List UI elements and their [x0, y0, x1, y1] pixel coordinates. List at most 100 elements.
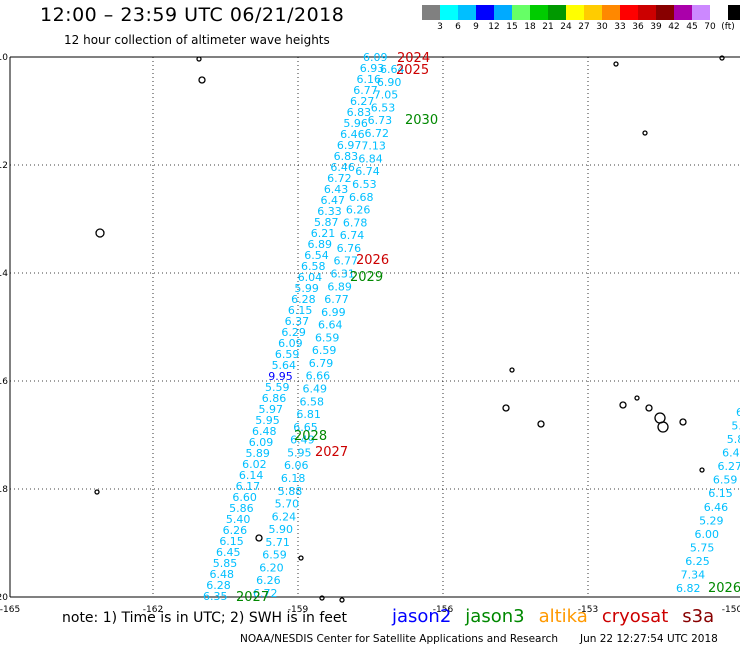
pass-label: 2029 [350, 270, 383, 285]
track-a-value: 5.95 [255, 414, 280, 427]
track-b-value: 6.59 [315, 331, 340, 344]
pass-label: 2030 [405, 113, 438, 128]
legend-swatch [422, 5, 440, 20]
track-b-value: 7.05 [374, 89, 399, 102]
island [657, 421, 669, 433]
track-c-value: 6.25 [685, 555, 710, 568]
track-a-value: 6.16 [356, 73, 381, 86]
x-tick-label: -162 [143, 605, 163, 615]
y-tick-label: -14 [0, 269, 8, 279]
track-a-value: 6.45 [216, 546, 241, 559]
track-a-value: 5.99 [294, 282, 319, 295]
legend-tick-label: 33 [614, 22, 626, 32]
track-c-value: 6.5 [736, 406, 740, 419]
track-b-value: 6.77 [324, 293, 349, 306]
track-c-value: 6.82 [676, 582, 701, 595]
track-a-value: 5.59 [265, 381, 290, 394]
track-a-value: 5.40 [226, 513, 251, 526]
track-b-value: 6.31 [330, 267, 355, 280]
track-b-value: 6.65 [293, 421, 318, 434]
legend-tick-label: 15 [506, 22, 518, 32]
track-a-value: 6.43 [324, 183, 349, 196]
track-b-value: 6.81 [296, 408, 321, 421]
track-b-value: 5.88 [278, 485, 303, 498]
track-b-value: 6.59 [262, 549, 287, 562]
track-b-value: 6.26 [256, 574, 281, 587]
legend-swatch [710, 5, 728, 20]
track-a-value: 6.46 [340, 128, 365, 141]
track-b-value: 6.89 [327, 280, 352, 293]
track-b-value: 6.78 [343, 216, 368, 229]
pass-label: 2024 [397, 51, 430, 66]
track-a-value: 6.27 [350, 95, 375, 108]
track-b-value: 7.13 [361, 140, 386, 153]
legend-tick-label: 24 [560, 22, 572, 32]
legend-tick-label: 12 [488, 22, 500, 32]
track-b-value: 6.74 [340, 229, 365, 242]
y-tick-label: -20 [0, 593, 8, 603]
track-c-value: 5.9 [731, 420, 740, 433]
island [196, 56, 202, 62]
track-b-value: 6.06 [284, 459, 309, 472]
legend-tick-label: 45 [686, 22, 698, 32]
track-c-value: 6.59 [713, 474, 738, 487]
pass-label: 2027 [315, 445, 348, 460]
track-a-value: 6.48 [252, 425, 277, 438]
legend-swatch [530, 5, 548, 20]
track-c-value: 6.15 [708, 487, 733, 500]
legend-swatch [512, 5, 530, 20]
satellite-key-jason2: jason2 [392, 606, 452, 627]
track-a-value: 6.97 [337, 139, 362, 152]
pass-label: 2028 [294, 429, 327, 444]
island [679, 418, 687, 426]
track-c-value: 5.75 [690, 541, 715, 554]
legend-swatch [458, 5, 476, 20]
track-a-value: 6.09 [363, 51, 388, 64]
y-tick-label: -10 [0, 53, 8, 63]
satellite-key-jason3: jason3 [465, 606, 525, 627]
track-b-value: 6.59 [312, 344, 337, 357]
legend-tick-label: 9 [473, 22, 479, 32]
track-a-value: 6.47 [321, 194, 346, 207]
track-a-value: 6.77 [353, 84, 378, 97]
track-b-value: 5.70 [275, 498, 300, 511]
island [634, 395, 640, 401]
legend-swatch [440, 5, 458, 20]
track-b-value: 6.53 [371, 101, 396, 114]
legend-tick-label: 42 [668, 22, 680, 32]
island [645, 404, 653, 412]
pass-label: 2026 [708, 581, 740, 596]
legend-tick-label: 3 [437, 22, 443, 32]
track-a-value: 6.37 [285, 315, 310, 328]
legend-swatch [602, 5, 620, 20]
track-a-value: 5.85 [213, 557, 238, 570]
legend-tick-label: 18 [524, 22, 536, 32]
island [298, 555, 304, 561]
legend-swatch [692, 5, 710, 20]
track-a-value: 6.35 [203, 590, 228, 603]
island [699, 467, 705, 473]
track-b-value: 6.49 [290, 434, 315, 447]
track-a-value: 6.48 [210, 568, 235, 581]
legend-swatch [476, 5, 494, 20]
track-a-value: 5.89 [245, 447, 270, 460]
track-b-value: 6.64 [380, 63, 405, 76]
island [642, 130, 648, 136]
x-tick-label: -150 [722, 605, 740, 615]
track-a-value: 5.64 [272, 359, 297, 372]
track-a-value: 6.29 [281, 326, 306, 339]
track-b-value: 5.71 [265, 536, 290, 549]
satellite-key: jason2 jason3 altika cryosat s3a [392, 606, 728, 627]
pass-label: 2027 [236, 590, 269, 605]
legend-swatch [584, 5, 602, 20]
track-a-value: 6.54 [304, 249, 329, 262]
track-b-value: 6.68 [349, 191, 374, 204]
track-b-value: 6.64 [318, 319, 343, 332]
legend-swatch [494, 5, 512, 20]
track-a-value: 6.26 [223, 524, 248, 537]
track-b-value: 6.72 [253, 587, 278, 600]
island [339, 597, 345, 603]
y-tick-label: -12 [0, 161, 8, 171]
legend-tick-label: 36 [632, 22, 644, 32]
page-title: 12:00 – 23:59 UTC 06/21/2018 [40, 4, 345, 26]
